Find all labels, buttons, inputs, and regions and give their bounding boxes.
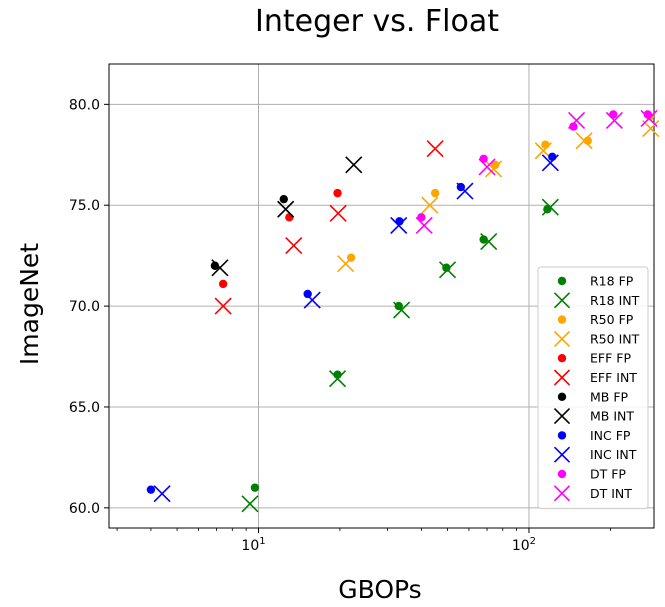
y-tick-label: 70.0 xyxy=(69,299,100,315)
legend-label-eff-fp: EFF FP xyxy=(590,351,631,366)
legend-marker-dt-int xyxy=(553,485,571,502)
legend-label-inc-int: INC INT xyxy=(590,447,637,462)
point-r18-int xyxy=(438,261,457,279)
point-mb-int xyxy=(345,156,363,174)
point-r50-fp xyxy=(430,188,440,198)
legend-label-dt-int: DT INT xyxy=(590,486,632,501)
point-dt-int xyxy=(605,111,623,130)
x-tick-base: 10 xyxy=(241,538,259,554)
legend-marker-r18-fp xyxy=(557,276,567,286)
point-inc-int xyxy=(390,216,408,234)
point-dt-int xyxy=(640,109,658,128)
point-dt-fp xyxy=(479,154,488,164)
point-r18-int xyxy=(241,495,259,513)
y-axis-label: ImageNet xyxy=(15,243,44,365)
legend-marker-r50-fp xyxy=(557,315,567,324)
legend-marker-inc-int xyxy=(553,446,571,463)
point-inc-fp xyxy=(146,485,156,494)
legend-marker-r50-int xyxy=(553,330,571,347)
point-eff-int xyxy=(426,140,444,158)
plot-frame xyxy=(108,63,655,529)
point-eff-fp xyxy=(285,213,294,222)
legend-box xyxy=(537,266,649,510)
point-mb-int xyxy=(277,200,295,218)
point-r18-int xyxy=(541,198,559,216)
legend-marker-eff-int xyxy=(553,369,571,386)
y-tick-label: 80.0 xyxy=(69,97,100,113)
legend-label-r50-int: R50 INT xyxy=(590,331,640,346)
legend-marker-mb-int xyxy=(553,408,571,425)
point-eff-fp xyxy=(333,188,342,198)
legend-marker-mb-fp xyxy=(557,392,567,401)
y-tick-label: 75.0 xyxy=(69,198,100,214)
point-mb-fp xyxy=(210,261,220,270)
legend-marker-eff-fp xyxy=(557,354,567,363)
point-inc-int xyxy=(541,154,559,172)
x-tick-base: 10 xyxy=(512,538,530,554)
point-r50-int xyxy=(337,255,355,273)
point-eff-int xyxy=(214,297,232,315)
point-inc-fp xyxy=(303,289,312,299)
legend-label-mb-int: MB INT xyxy=(590,409,634,424)
point-inc-fp xyxy=(548,152,557,161)
x-tick-label: 101 xyxy=(241,536,265,554)
point-r50-int xyxy=(485,160,503,178)
legend-label-r18-fp: R18 FP xyxy=(590,274,634,289)
point-r50-fp xyxy=(490,160,500,170)
x-tick-exponent: 1 xyxy=(259,536,265,547)
legend-label-eff-int: EFF INT xyxy=(590,370,637,385)
grid xyxy=(109,64,654,528)
data-points xyxy=(146,109,660,513)
point-r50-int xyxy=(421,196,439,214)
x-axis-label: GBOPs xyxy=(338,575,421,604)
point-dt-int xyxy=(478,158,496,176)
y-tick-label: 60.0 xyxy=(69,501,100,517)
point-dt-int xyxy=(415,216,433,234)
y-tick-label: 65.0 xyxy=(69,400,100,416)
point-r18-fp xyxy=(479,235,488,244)
point-r18-fp xyxy=(250,483,260,492)
point-r18-int xyxy=(392,301,411,319)
legend-label-r50-fp: R50 FP xyxy=(590,312,634,327)
point-inc-int xyxy=(303,291,321,309)
legend: R18 FP R18 INT R50 FP R50 INT EFF FP EFF INT M… xyxy=(537,266,649,510)
x-tick-exponent: 2 xyxy=(530,536,536,547)
point-r18-fp xyxy=(394,301,403,311)
x-tick-label: 102 xyxy=(512,536,536,554)
point-dt-fp xyxy=(569,122,578,131)
point-eff-int xyxy=(285,236,303,255)
point-mb-int xyxy=(211,259,229,277)
point-r18-int xyxy=(328,370,347,388)
point-dt-int xyxy=(568,111,586,130)
legend-label-r18-int: R18 INT xyxy=(590,293,640,308)
point-eff-int xyxy=(329,204,347,222)
point-r50-int xyxy=(575,132,593,150)
point-inc-int xyxy=(153,485,171,503)
point-eff-fp xyxy=(218,279,228,289)
point-mb-fp xyxy=(279,194,288,204)
point-r18-int xyxy=(480,232,498,251)
chart-title: Integer vs. Float xyxy=(255,4,499,39)
legend-label-mb-fp: MB FP xyxy=(590,389,629,404)
legend-marker-inc-fp xyxy=(557,431,567,440)
legend-label-dt-fp: DT FP xyxy=(590,467,626,482)
legend-marker-r18-int xyxy=(553,292,571,309)
legend-label-inc-fp: INC FP xyxy=(590,428,631,443)
point-inc-int xyxy=(456,182,474,200)
legend-marker-dt-fp xyxy=(557,469,567,479)
